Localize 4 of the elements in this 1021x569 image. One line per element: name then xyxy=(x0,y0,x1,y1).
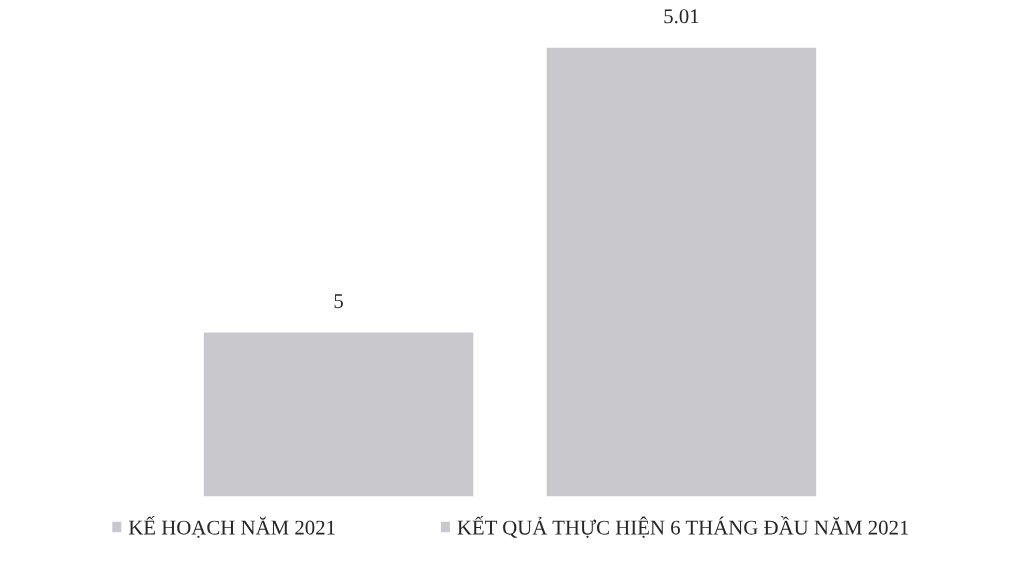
legend-label: KẾ HOẠCH NĂM 2021 xyxy=(128,516,335,538)
data-label: 5.01 xyxy=(664,9,699,24)
legend-label: KẾT QUẢ THỰC HIỆN 6 THÁNG ĐẦU NĂM 2021 xyxy=(457,516,909,538)
data-label: 5 xyxy=(334,294,343,309)
